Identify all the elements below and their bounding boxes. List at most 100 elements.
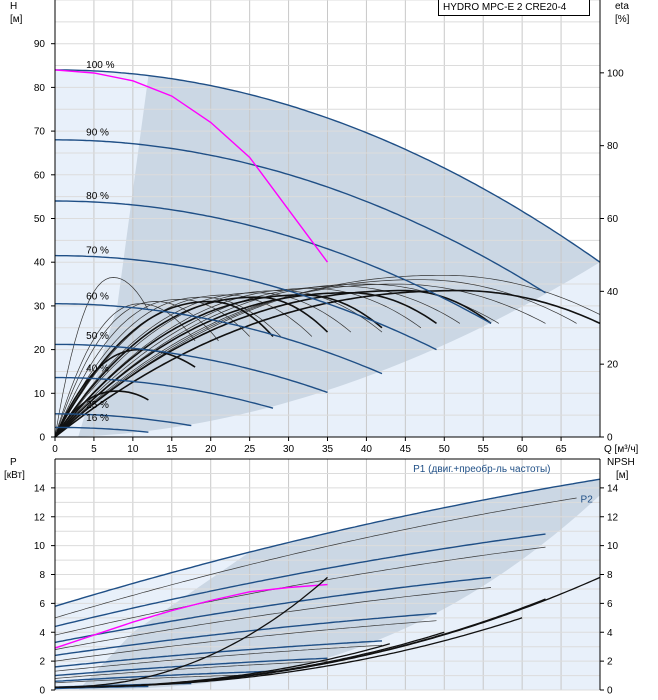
x-tick-label: 50 [439, 444, 451, 455]
y-tick-label: 10 [34, 541, 46, 552]
p1-curve [54, 657, 328, 677]
speed-label: 40 % [86, 364, 109, 375]
eta-bold-curve [54, 390, 149, 438]
npsh-tick-label: 12 [607, 512, 619, 523]
y-tick-label: 0 [39, 433, 45, 444]
x-tick-label: 55 [478, 444, 490, 455]
eta-curve [54, 290, 383, 438]
eta-bold-curve [54, 348, 196, 438]
head-curve-16 [55, 426, 149, 433]
speed-label: 16 % [86, 413, 109, 424]
head-curve-60 [55, 303, 383, 375]
main-power-region [78, 479, 601, 690]
eta-tick-label: 100 [607, 68, 624, 79]
npsh-tick-label: 6 [607, 599, 613, 610]
speed-label: 100 % [86, 60, 114, 71]
eta-curve [54, 283, 546, 438]
y-tick-label: 8 [39, 570, 45, 581]
x-tick-label: 25 [244, 444, 256, 455]
x-tick-label: 10 [127, 444, 139, 455]
speed-label: 90 % [86, 128, 109, 139]
x-tick-label: 45 [400, 444, 412, 455]
npsh-curve [55, 576, 328, 688]
p2-curve [54, 546, 546, 636]
series-label: P2 [581, 494, 594, 505]
npsh-tick-label: 4 [607, 628, 613, 639]
head-curve-90 [55, 139, 546, 294]
y-tick-label: 20 [34, 345, 46, 356]
x-tick-label: 5 [91, 444, 97, 455]
npsh-tick-label: 14 [607, 483, 619, 494]
eta-tick-label: 0 [607, 433, 613, 444]
eta-bold-curve [54, 294, 383, 438]
speed-label: 80 % [86, 191, 109, 202]
y-tick-label: 30 [34, 301, 46, 312]
eta-curve [54, 294, 313, 438]
p2-curve [54, 660, 328, 679]
head-curve-50 [55, 343, 328, 394]
y-tick-label: 80 [34, 83, 46, 94]
p2-curve [54, 620, 437, 662]
x-tick-label: 40 [361, 444, 373, 455]
speed-label: 25 % [86, 400, 109, 411]
y-tick-label: 14 [34, 483, 46, 494]
power-axis-unit: [кВт] [4, 470, 25, 481]
eta-axis-unit: [%] [615, 14, 630, 25]
head-curve-100 [55, 69, 601, 263]
series-label: P1 (двиг.+преобр-ль частоты) [413, 463, 550, 475]
head-curve-70 [54, 254, 437, 351]
y-tick-label: 12 [34, 512, 46, 523]
npsh-tick-label: 2 [607, 657, 613, 668]
npsh-axis-title: NPSH [607, 457, 635, 468]
head-curve-25 [55, 413, 192, 427]
p2-curve [54, 587, 492, 650]
npsh-curve [55, 643, 390, 688]
y-tick-label: 2 [39, 657, 45, 668]
npsh-tick-label: 8 [607, 570, 613, 581]
x-tick-label: 20 [205, 444, 217, 455]
p1-curve [54, 576, 492, 644]
npsh-tick-label: 10 [607, 541, 619, 552]
y-tick-label: 4 [39, 628, 45, 639]
y-tick-label: 60 [34, 170, 46, 181]
eta-tick-label: 20 [607, 360, 619, 371]
speed-label: 60 % [86, 292, 109, 303]
eta-bold-curve [54, 289, 492, 438]
y-axis-title: H [10, 1, 17, 12]
eta-curve [54, 279, 577, 438]
x-tick-label: 0 [52, 444, 58, 455]
head-efficiency-panel: 100 % 90 % 80 % 70 % 60 % 50 % 40 % 25 % 16 % 0 10… [10, 0, 639, 455]
head-curve-80 [55, 200, 492, 325]
y-tick-label: 90 [34, 39, 46, 50]
p1-curve [54, 533, 546, 628]
eta-tick-label: 40 [607, 287, 619, 298]
speed-label: 70 % [86, 246, 109, 257]
main-operating-region [78, 75, 601, 437]
x-tick-label: 30 [283, 444, 295, 455]
eta-axis-title: eta [615, 1, 629, 12]
eta-tick-label: 60 [607, 214, 619, 225]
y-tick-label: 70 [34, 127, 46, 138]
y-tick-label: 6 [39, 599, 45, 610]
y-tick-label: 50 [34, 214, 46, 225]
speed-label: 50 % [86, 331, 109, 342]
eta-curve [54, 277, 149, 438]
eta-bold-curve [54, 296, 329, 438]
chart-title: HYDRO MPC-E 2 CRE20-4 [438, 0, 590, 16]
head-curve-40 [55, 376, 274, 409]
p1-curve [54, 612, 437, 657]
eta-curve [54, 301, 219, 438]
p2-curve [54, 497, 577, 619]
y-tick-label: 10 [34, 389, 46, 400]
power-axis-title: P [10, 457, 17, 468]
eta-curve [54, 292, 352, 438]
eta-tick-label: 80 [607, 141, 619, 152]
x-tick-label: 65 [556, 444, 568, 455]
single-pump-power-curve [54, 583, 328, 649]
p2-curve [54, 644, 383, 672]
eta-curve [54, 298, 250, 438]
p1-curve [54, 670, 274, 682]
y-tick-label: 0 [39, 686, 45, 697]
y-tick-label: 40 [34, 258, 46, 269]
